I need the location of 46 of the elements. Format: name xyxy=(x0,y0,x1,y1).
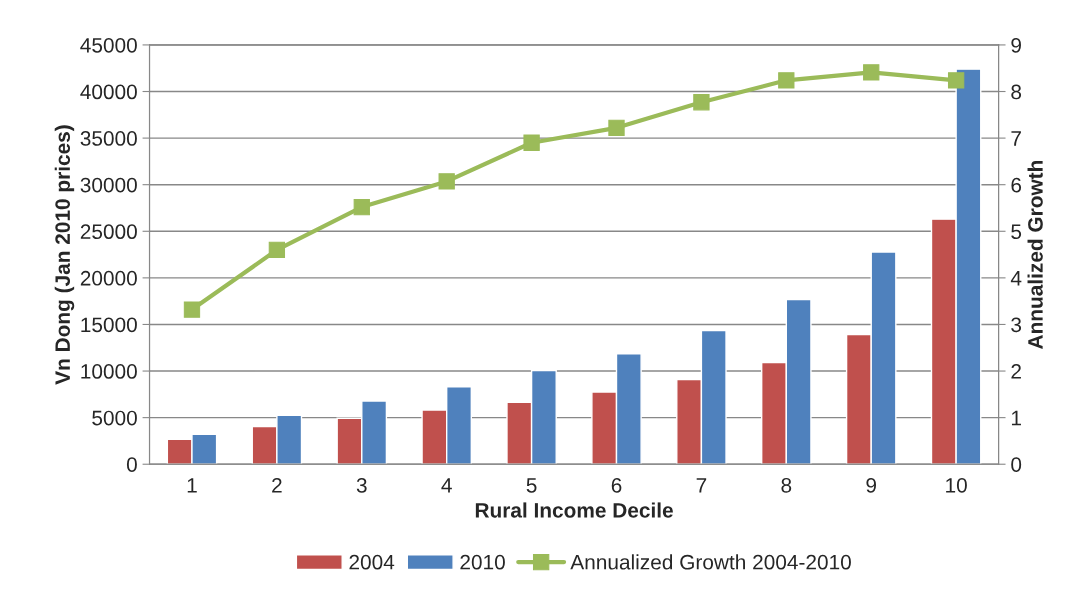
x-axis-title: Rural Income Decile xyxy=(475,502,673,518)
point xyxy=(183,301,201,318)
y2-tick-label: 8 xyxy=(1011,84,1022,100)
y-axis-title: Vn Dong (Jan 2010 prices) xyxy=(54,125,75,385)
y2-tick-label: 9 xyxy=(1011,37,1021,53)
x-tick-label: 1 xyxy=(187,478,197,493)
y-tick-label: 15000 xyxy=(81,317,137,333)
point xyxy=(863,64,880,81)
legend-label: 2010 xyxy=(460,554,505,570)
y-tick-label: 20000 xyxy=(80,270,137,286)
legend-label: 2004 xyxy=(349,554,395,570)
x-tick-label: 7 xyxy=(696,478,707,493)
point xyxy=(353,198,370,216)
point xyxy=(268,241,286,259)
y-tick-label: 25000 xyxy=(80,224,137,240)
y2-tick-label: 0 xyxy=(1011,457,1022,472)
y-tick-label: 45000 xyxy=(80,37,137,53)
legend-label: Annualized Growth 2004-2010 xyxy=(570,554,851,570)
x-tick-label: 9 xyxy=(866,477,877,493)
point xyxy=(693,94,710,111)
y2-tick-label: 1 xyxy=(1011,410,1021,426)
y2-tick-label: 2 xyxy=(1011,364,1021,379)
y2-tick-label: 3 xyxy=(1011,317,1022,333)
point xyxy=(778,72,795,89)
y-tick-label: 0 xyxy=(126,457,137,472)
x-tick-label: 3 xyxy=(356,477,367,493)
x-tick-label: 5 xyxy=(526,478,537,493)
x-tick-label: 2 xyxy=(272,477,282,493)
y-tick-label: 30000 xyxy=(80,177,137,193)
y2-tick-label: 6 xyxy=(1011,177,1022,193)
point xyxy=(523,134,540,151)
point xyxy=(947,72,965,89)
point xyxy=(438,173,455,190)
y-tick-label: 35000 xyxy=(80,131,137,146)
y2-tick-label: 5 xyxy=(1011,224,1022,240)
y2-tick-label: 4 xyxy=(1010,271,1022,286)
y-tick-label: 5000 xyxy=(92,410,137,426)
y-tick-label: 10000 xyxy=(81,364,137,379)
x-tick-label: 10 xyxy=(946,477,967,493)
x-tick-label: 4 xyxy=(441,478,452,493)
y-tick-label: 40000 xyxy=(80,84,137,100)
y2-axis-title: Annualized Growth xyxy=(1027,160,1043,349)
x-tick-label: 8 xyxy=(781,477,792,493)
x-tick-label: 6 xyxy=(611,477,622,493)
y2-tick-label: 7 xyxy=(1011,131,1021,146)
point xyxy=(608,119,625,137)
